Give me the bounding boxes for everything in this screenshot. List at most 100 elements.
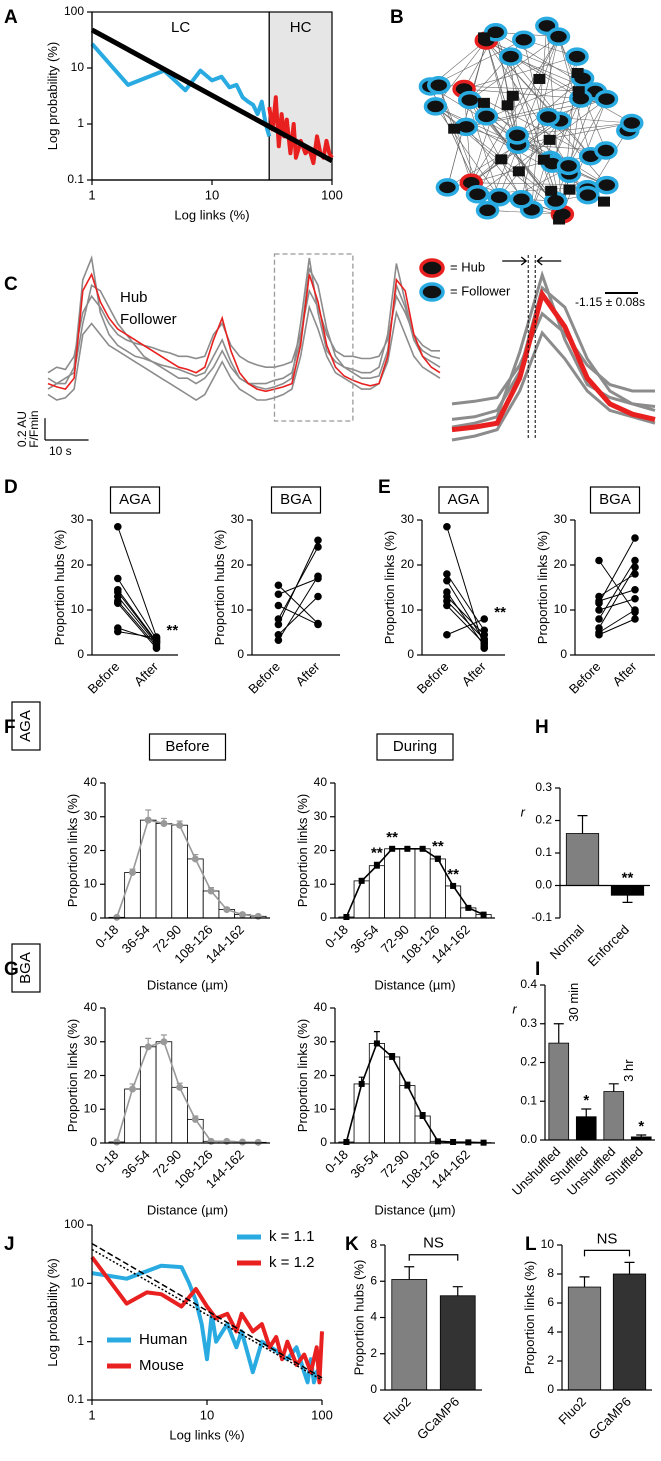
unlinked-node (512, 166, 525, 177)
dot (314, 592, 322, 601)
marker (389, 845, 396, 852)
pair-line (598, 560, 636, 613)
y-tick-label: 0 (90, 910, 97, 924)
data-line (90, 1256, 324, 1385)
y-tick-label: 40 (314, 775, 328, 789)
dot (152, 644, 161, 653)
pair-line (446, 526, 485, 649)
significance: ** (622, 869, 634, 886)
y-tick-label: 10 (231, 602, 245, 616)
edge (464, 56, 578, 90)
pair-line (598, 560, 636, 620)
dot (595, 599, 603, 608)
dot (443, 570, 451, 578)
follower-node (435, 178, 460, 197)
y-tick-label: 30 (314, 1034, 328, 1048)
marker (160, 1038, 168, 1046)
error-bar (553, 1023, 564, 1044)
y-tick-label: 30 (314, 809, 328, 823)
y-tick-label: 30 (84, 1034, 98, 1048)
unlinked-node (537, 154, 550, 165)
y-tick-label: 0.3 (520, 1016, 537, 1030)
y-axis-label: Proportion links (%) (65, 794, 80, 907)
panel-title: AGA (119, 491, 151, 508)
dot (114, 574, 122, 583)
legend-label: Hub (120, 289, 148, 306)
y-tick-label: 30 (554, 512, 568, 526)
y-tick-label: 20 (314, 1068, 328, 1082)
pair-line (598, 589, 636, 602)
y-tick-label: 0.1 (67, 172, 84, 186)
edge (486, 40, 569, 167)
follower-node (475, 201, 500, 220)
panel-letter: I (535, 959, 540, 980)
error-bar (624, 1261, 635, 1274)
edge (486, 40, 583, 79)
trace-line (47, 288, 440, 374)
bar (124, 872, 141, 919)
y-axis-label: r (521, 804, 526, 819)
unlinked-node (571, 67, 584, 78)
y-axis-label: Proportion links (%) (522, 1261, 537, 1374)
marker (450, 1138, 457, 1145)
marker (404, 845, 411, 852)
marker (404, 1082, 411, 1089)
x-tick-label: Fluo2 (555, 1394, 589, 1428)
follower-node (457, 90, 482, 110)
dot (274, 581, 283, 590)
significance: * (583, 1092, 589, 1109)
dot (595, 615, 603, 623)
marker (223, 906, 231, 914)
region-label: LC (171, 19, 190, 36)
panel-title: AGA (448, 491, 480, 508)
pair-line (278, 584, 319, 624)
unlinked-node (543, 134, 556, 145)
panel-title: BGA (280, 491, 312, 508)
edge (510, 56, 591, 157)
y-tick-label: 100 (64, 1217, 84, 1231)
edge (568, 98, 607, 167)
follower-node (498, 47, 523, 66)
edge (517, 122, 632, 136)
mean-line (345, 848, 484, 918)
significance: ** (432, 838, 444, 855)
dot (595, 556, 603, 565)
y-tick-label: 10 (71, 602, 85, 616)
follower-node (509, 190, 534, 209)
pair-line (446, 605, 485, 645)
dot (595, 606, 603, 614)
x-tick-label: 1 (88, 187, 95, 202)
marker (373, 1040, 380, 1047)
y-tick-label: 10 (314, 876, 328, 890)
y-tick-label: -0.1 (531, 910, 552, 924)
y-tick-label: 0.4 (520, 977, 537, 991)
follower-node (423, 97, 448, 116)
dot (114, 599, 122, 608)
follower-node (536, 107, 560, 127)
marker (434, 1138, 441, 1145)
y-tick-label: 0.0 (535, 878, 552, 892)
bar (155, 823, 173, 919)
bar (414, 1115, 431, 1144)
panel-letter: F (4, 717, 16, 738)
y-tick-label: 0.2 (520, 1055, 537, 1069)
dot (631, 556, 639, 565)
trace-line (47, 272, 441, 393)
scale-label-y: 0.2 AU (15, 411, 29, 447)
y-tick-label: 0 (547, 1382, 554, 1396)
legend-label: = Follower (450, 283, 511, 298)
y-tick-label: 20 (231, 557, 245, 571)
pair-line (117, 596, 157, 645)
y-tick-label: 0 (320, 1135, 327, 1149)
panel-letter: L (525, 1234, 537, 1255)
dot (274, 590, 283, 599)
marker (343, 913, 350, 920)
panel-letter: C (4, 274, 18, 295)
marker (254, 912, 262, 920)
dot (274, 601, 283, 610)
y-tick-label: 10 (84, 1101, 98, 1115)
row-label: BGA (17, 952, 34, 984)
dot (631, 534, 639, 542)
bar (368, 865, 385, 919)
trace-line (47, 266, 441, 390)
